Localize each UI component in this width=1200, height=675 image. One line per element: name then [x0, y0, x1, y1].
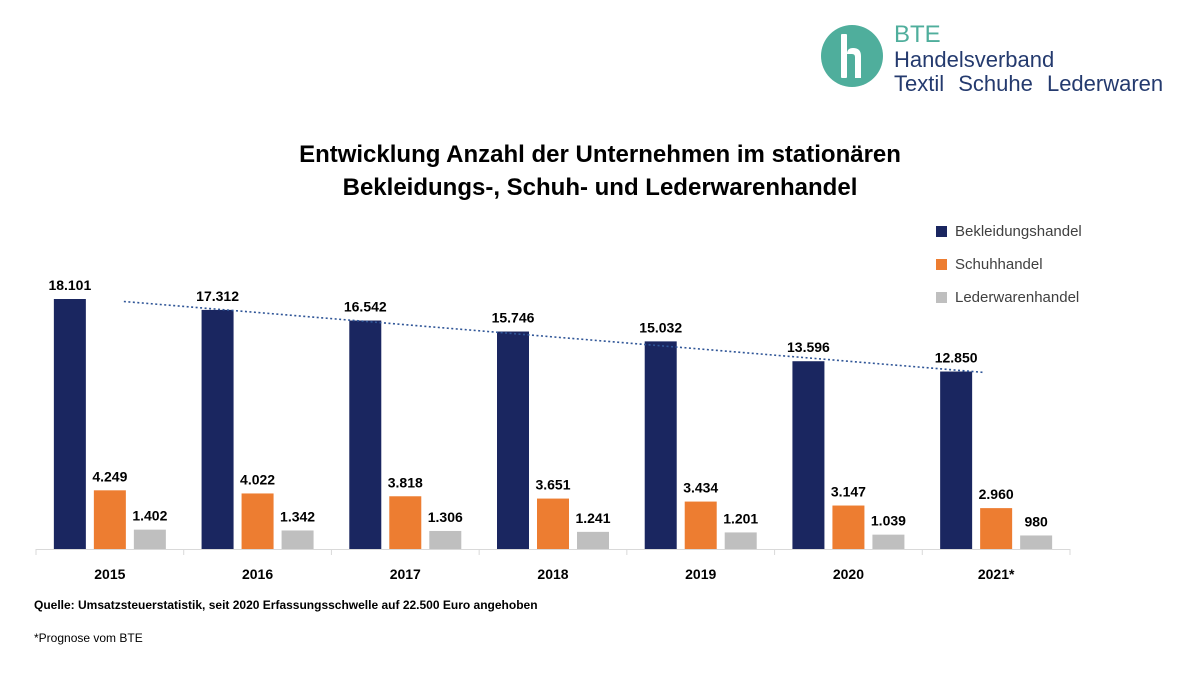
- legend-label: Schuhhandel: [955, 255, 1043, 273]
- bar-lederwarenhandel-2018: [577, 531, 609, 549]
- data-label: 16.542: [344, 299, 387, 315]
- bar-schuhhandel-2016: [241, 493, 274, 549]
- logo-line-3: Textil Schuhe Lederwaren: [894, 71, 1164, 96]
- legend-item: Lederwarenhandel: [936, 288, 1079, 306]
- bar-schuhhandel-2018: [537, 498, 569, 549]
- trendline: [123, 300, 985, 374]
- legend-label: Bekleidungshandel: [955, 222, 1082, 240]
- bte-logo-mark-icon: [821, 25, 883, 87]
- data-label: 12.850: [935, 350, 978, 366]
- data-label: 3.147: [831, 484, 866, 500]
- data-label: 3.651: [535, 477, 570, 493]
- bte-logo: BTE Handelsverband Textil Schuhe Lederwa…: [820, 22, 1190, 102]
- bar-schuhhandel-2021: [980, 508, 1013, 549]
- bar-bekleidungshandel-2017: [349, 320, 382, 549]
- bar-schuhhandel-2015: [93, 490, 126, 549]
- x-tick-label: 2021*: [978, 566, 1015, 582]
- chart-title-line-2: Bekleidungs-, Schuh- und Lederwarenhande…: [342, 174, 858, 201]
- data-label: 3.434: [683, 480, 718, 496]
- legend-item: Bekleidungshandel: [936, 222, 1082, 240]
- bar-bekleidungshandel-2016: [201, 309, 234, 549]
- bar-lederwarenhandel-2016: [281, 530, 314, 549]
- bar-schuhhandel-2019: [684, 501, 717, 549]
- data-label: 1.201: [723, 510, 758, 526]
- logo-text: BTE Handelsverband Textil Schuhe Lederwa…: [894, 22, 1163, 96]
- data-label: 4.022: [240, 471, 275, 487]
- bar-schuhhandel-2020: [832, 505, 865, 549]
- bar-lederwarenhandel-2019: [724, 532, 757, 549]
- x-tick-label: 2016: [242, 566, 273, 582]
- x-tick-label: 2018: [537, 566, 568, 582]
- data-label: 1.039: [871, 513, 906, 529]
- source-note: Quelle: Umsatzsteuerstatistik, seit 2020…: [34, 598, 538, 612]
- legend-swatch: [936, 225, 947, 237]
- data-label: 15.746: [492, 310, 535, 326]
- bar-schuhhandel-2017: [389, 496, 422, 549]
- data-label: 4.249: [92, 468, 127, 484]
- data-label: 13.596: [787, 339, 830, 355]
- chart-title-line-1: Entwicklung Anzahl der Unternehmen im st…: [299, 141, 901, 168]
- bar-lederwarenhandel-2015: [133, 529, 166, 549]
- legend-label: Lederwarenhandel: [955, 288, 1080, 306]
- data-label: 3.818: [388, 474, 423, 490]
- legend-swatch: [936, 291, 947, 303]
- bar-lederwarenhandel-2021: [1020, 535, 1053, 549]
- data-label: 1.342: [280, 508, 315, 524]
- data-label: 1.306: [428, 509, 463, 525]
- data-label: 15.032: [639, 319, 682, 335]
- bar-bekleidungshandel-2021: [940, 371, 973, 549]
- logo-line-1: BTE: [894, 21, 941, 48]
- data-label: 2.960: [979, 486, 1014, 502]
- data-label: 1.402: [132, 508, 167, 524]
- data-label: 17.312: [196, 288, 239, 304]
- data-label: 18.101: [48, 277, 91, 293]
- data-label: 980: [1024, 513, 1048, 529]
- legend-swatch: [936, 258, 947, 270]
- bar-lederwarenhandel-2020: [872, 534, 905, 549]
- x-tick-label: 2015: [94, 566, 125, 582]
- logo-line-2: Handelsverband: [894, 47, 1055, 72]
- x-tick-label: 2019: [685, 566, 716, 582]
- x-tick-label: 2017: [390, 566, 421, 582]
- bar-bekleidungshandel-2018: [497, 331, 529, 549]
- footnote: *Prognose vom BTE: [34, 631, 143, 645]
- chart-title: Entwicklung Anzahl der Unternehmen im st…: [0, 138, 1200, 204]
- legend-item: Schuhhandel: [936, 255, 1043, 273]
- bar-bekleidungshandel-2020: [792, 361, 825, 549]
- data-label: 1.241: [575, 510, 610, 526]
- x-tick-label: 2020: [833, 566, 864, 582]
- bar-lederwarenhandel-2017: [429, 530, 462, 549]
- bar-bekleidungshandel-2019: [644, 341, 677, 549]
- bar-bekleidungshandel-2015: [53, 299, 86, 549]
